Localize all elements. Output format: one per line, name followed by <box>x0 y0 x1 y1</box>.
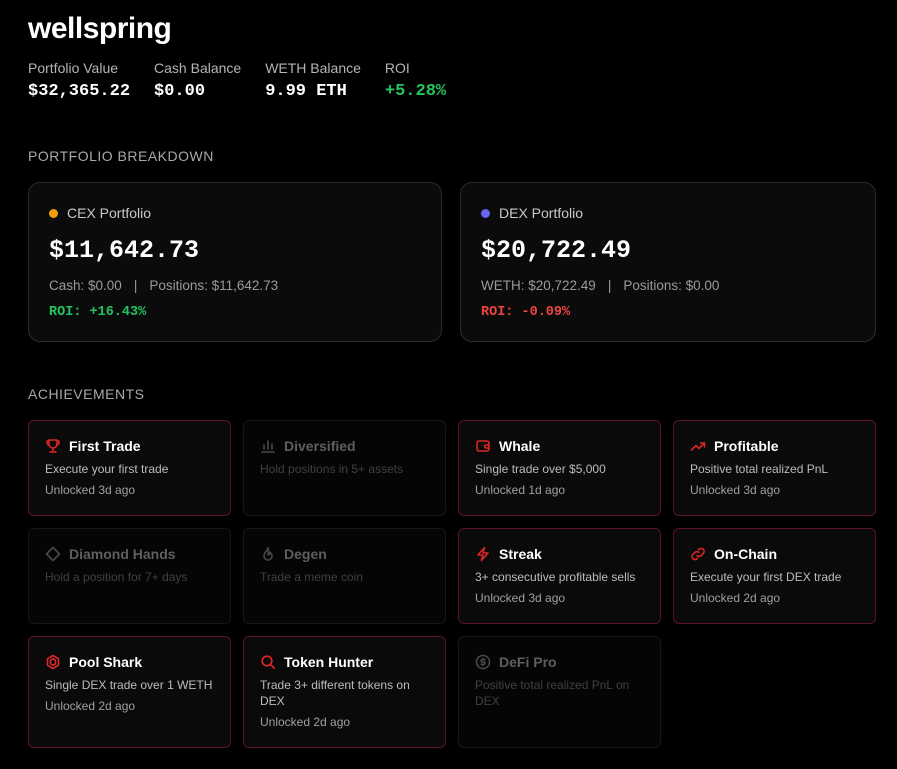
card-header: DEX Portfolio <box>481 205 855 221</box>
achievement-name: On-Chain <box>714 546 777 562</box>
achievement-name: Pool Shark <box>69 654 143 670</box>
cex-detail: Cash: $0.00 | Positions: $11,642.73 <box>49 278 421 293</box>
cex-portfolio-card[interactable]: CEX Portfolio $11,642.73 Cash: $0.00 | P… <box>28 182 442 342</box>
achievement-desc: Single DEX trade over 1 WETH <box>45 678 213 692</box>
lightning-icon <box>475 546 491 562</box>
achievements-title: ACHIEVEMENTS <box>28 386 145 402</box>
achievement-name: Profitable <box>714 438 779 454</box>
diamond-icon <box>45 546 61 562</box>
card-header: CEX Portfolio <box>49 205 421 221</box>
stat-value: $32,365.22 <box>28 82 131 101</box>
achievement-name: Token Hunter <box>284 654 374 670</box>
achievement-streak[interactable]: Streak 3+ consecutive profitable sells U… <box>458 528 661 624</box>
achievement-unlocked-time: Unlocked 2d ago <box>260 715 351 729</box>
stat-cash-balance: Cash Balance $0.00 <box>154 60 241 102</box>
cex-positions: Positions: $11,642.73 <box>149 278 279 293</box>
achievement-desc: Single trade over $5,000 <box>475 462 606 476</box>
stat-portfolio-value: Portfolio Value $32,365.22 <box>28 60 130 102</box>
cex-total-value: $11,642.73 <box>49 236 200 265</box>
flame-icon <box>260 546 276 562</box>
achievement-whale[interactable]: Whale Single trade over $5,000 Unlocked … <box>458 420 661 516</box>
achievement-desc: Positive total realized PnL on DEX <box>475 678 630 708</box>
achievement-name: Degen <box>284 546 327 562</box>
stat-value: +5.28% <box>384 82 447 101</box>
dex-detail: WETH: $20,722.49 | Positions: $0.00 <box>481 278 855 293</box>
cex-roi: ROI: +16.43% <box>49 305 147 320</box>
app-title: wellspring <box>28 12 172 45</box>
hexagon-icon <box>45 654 61 670</box>
achievements-grid: First Trade Execute your first trade Unl… <box>28 420 876 748</box>
stat-weth-balance: WETH Balance 9.99 ETH <box>265 60 361 102</box>
trending-up-icon <box>690 438 706 454</box>
achievement-first-trade[interactable]: First Trade Execute your first trade Unl… <box>28 420 231 516</box>
achievement-degen[interactable]: Degen Trade a meme coin <box>243 528 446 624</box>
achievement-unlocked-time: Unlocked 1d ago <box>475 483 566 497</box>
achievement-desc: Trade 3+ different tokens on DEX <box>260 678 410 708</box>
achievement-on-chain[interactable]: On-Chain Execute your first DEX trade Un… <box>673 528 876 624</box>
dollar-circle-icon <box>475 654 491 670</box>
achievement-name: DeFi Pro <box>499 654 557 670</box>
bar-chart-icon <box>260 438 276 454</box>
achievement-desc: Trade a meme coin <box>260 570 363 584</box>
achievement-name: Diamond Hands <box>69 546 176 562</box>
stat-label: Cash Balance <box>154 60 242 76</box>
separator: | <box>607 278 612 293</box>
cex-cash: Cash: $0.00 <box>49 278 122 293</box>
stat-label: Portfolio Value <box>28 60 119 76</box>
stat-roi: ROI +5.28% <box>385 60 446 102</box>
achievement-profitable[interactable]: Profitable Positive total realized PnL U… <box>673 420 876 516</box>
achievement-pool-shark[interactable]: Pool Shark Single DEX trade over 1 WETH … <box>28 636 231 748</box>
stat-label: ROI <box>384 60 410 76</box>
achievement-desc: Hold positions in 5+ assets <box>260 462 404 476</box>
achievement-diversified[interactable]: Diversified Hold positions in 5+ assets <box>243 420 446 516</box>
dex-positions: Positions: $0.00 <box>623 278 720 293</box>
achievement-desc: Execute your first trade <box>45 462 169 476</box>
achievement-name: Diversified <box>284 438 356 454</box>
portfolio-breakdown-title: PORTFOLIO BREAKDOWN <box>28 148 214 164</box>
cex-status-dot <box>49 208 58 218</box>
wallet-icon <box>475 438 491 454</box>
dex-weth: WETH: $20,722.49 <box>481 278 596 293</box>
stat-value: $0.00 <box>154 82 206 101</box>
stats-row: Portfolio Value $32,365.22 Cash Balance … <box>28 60 446 102</box>
achievement-name: Streak <box>499 546 542 562</box>
achievement-unlocked-time: Unlocked 3d ago <box>475 591 566 605</box>
achievement-desc: Execute your first DEX trade <box>690 570 842 584</box>
dex-status-dot <box>481 208 490 218</box>
achievement-unlocked-time: Unlocked 2d ago <box>690 591 781 605</box>
achievement-token-hunter[interactable]: Token Hunter Trade 3+ different tokens o… <box>243 636 446 748</box>
stat-value: 9.99 ETH <box>265 82 347 101</box>
stat-label: WETH Balance <box>265 60 361 76</box>
dex-total-value: $20,722.49 <box>481 236 632 265</box>
achievement-unlocked-time: Unlocked 3d ago <box>45 483 136 497</box>
dex-portfolio-card[interactable]: DEX Portfolio $20,722.49 WETH: $20,722.4… <box>460 182 876 342</box>
separator: | <box>133 278 138 293</box>
achievement-unlocked-time: Unlocked 3d ago <box>690 483 781 497</box>
card-name: DEX Portfolio <box>499 205 584 221</box>
card-name: CEX Portfolio <box>67 205 152 221</box>
achievement-defi-pro[interactable]: DeFi Pro Positive total realized PnL on … <box>458 636 661 748</box>
achievement-desc: 3+ consecutive profitable sells <box>475 570 636 584</box>
achievement-desc: Hold a position for 7+ days <box>45 570 188 584</box>
achievement-unlocked-time: Unlocked 2d ago <box>45 699 136 713</box>
search-icon <box>260 654 276 670</box>
achievement-desc: Positive total realized PnL <box>690 462 829 476</box>
link-icon <box>690 546 706 562</box>
trophy-icon <box>45 438 61 454</box>
achievement-diamond-hands[interactable]: Diamond Hands Hold a position for 7+ day… <box>28 528 231 624</box>
achievement-name: First Trade <box>69 438 141 454</box>
dex-roi: ROI: -0.09% <box>481 305 571 320</box>
achievement-name: Whale <box>499 438 541 454</box>
